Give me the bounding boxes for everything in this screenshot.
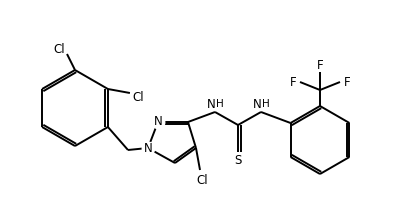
- Text: Cl: Cl: [53, 42, 65, 56]
- Text: Cl: Cl: [196, 174, 208, 186]
- Text: N: N: [154, 115, 162, 127]
- Text: H: H: [216, 99, 224, 109]
- Text: F: F: [290, 75, 297, 89]
- Text: N: N: [253, 97, 261, 111]
- Text: H: H: [262, 99, 270, 109]
- Text: F: F: [317, 59, 323, 71]
- Text: S: S: [234, 155, 242, 168]
- Text: F: F: [344, 75, 350, 89]
- Text: Cl: Cl: [132, 91, 144, 103]
- Text: N: N: [207, 97, 215, 111]
- Text: N: N: [144, 141, 152, 155]
